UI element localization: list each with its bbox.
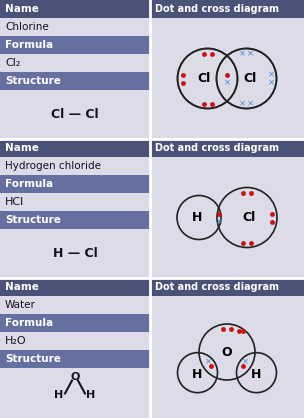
Bar [0, 72, 150, 90]
Bar [0, 18, 150, 36]
Bar [150, 278, 304, 296]
Text: Structure: Structure [5, 215, 61, 225]
Text: Name: Name [5, 4, 39, 14]
Text: ×: × [239, 49, 246, 58]
Text: Cl: Cl [197, 72, 210, 85]
Text: Dot and cross diagram: Dot and cross diagram [155, 143, 279, 153]
Text: HCl: HCl [5, 197, 24, 207]
Text: ×: × [247, 49, 254, 58]
Bar [0, 278, 304, 418]
Bar [0, 278, 150, 296]
Text: Formula: Formula [5, 179, 53, 189]
Text: ×: × [268, 78, 275, 87]
Bar [0, 193, 150, 211]
Text: Cl: Cl [244, 72, 257, 85]
Text: Formula: Formula [5, 40, 53, 50]
Bar [0, 350, 150, 368]
Bar [0, 175, 150, 193]
Bar [0, 314, 150, 332]
Text: Formula: Formula [5, 318, 53, 328]
Text: Cl — Cl: Cl — Cl [51, 108, 99, 121]
Bar [150, 0, 304, 18]
Circle shape [178, 353, 217, 393]
Text: H: H [192, 368, 203, 381]
Text: O: O [222, 346, 232, 359]
Text: Cl₂: Cl₂ [5, 58, 20, 68]
Text: ×: × [242, 357, 249, 367]
Text: Structure: Structure [5, 76, 61, 86]
Circle shape [216, 48, 277, 109]
Text: Dot and cross diagram: Dot and cross diagram [155, 282, 279, 292]
Bar [0, 0, 150, 18]
Text: O: O [70, 372, 80, 382]
Bar [0, 0, 304, 139]
Circle shape [199, 324, 255, 380]
Text: Hydrogen chloride: Hydrogen chloride [5, 161, 101, 171]
Text: ×: × [268, 70, 275, 79]
Text: ×: × [239, 99, 246, 108]
Bar [150, 18, 304, 139]
Text: Name: Name [5, 143, 39, 153]
Text: H: H [251, 368, 262, 381]
Bar [0, 296, 150, 314]
Text: ×: × [216, 217, 223, 226]
Text: Dot and cross diagram: Dot and cross diagram [155, 4, 279, 14]
Circle shape [237, 353, 277, 393]
Circle shape [178, 48, 237, 109]
Bar [0, 139, 304, 278]
Bar [150, 139, 304, 157]
Text: Chlorine: Chlorine [5, 22, 49, 32]
Bar [0, 54, 150, 72]
Bar [0, 36, 150, 54]
Text: H₂O: H₂O [5, 336, 27, 346]
Bar [150, 157, 304, 278]
Text: Structure: Structure [5, 354, 61, 364]
Text: ×: × [247, 99, 254, 108]
Text: H: H [86, 390, 96, 400]
Bar [0, 332, 150, 350]
Text: ×: × [223, 78, 230, 87]
Bar [0, 211, 150, 229]
Circle shape [217, 188, 277, 247]
Text: Name: Name [5, 282, 39, 292]
Bar [0, 157, 150, 175]
Circle shape [177, 196, 221, 240]
Text: H — Cl: H — Cl [53, 247, 97, 260]
Text: ×: × [205, 357, 212, 367]
Text: H: H [192, 211, 202, 224]
Bar [0, 139, 150, 157]
Text: Cl: Cl [242, 211, 256, 224]
Bar [150, 296, 304, 418]
Text: H: H [54, 390, 64, 400]
Text: Water: Water [5, 300, 36, 310]
